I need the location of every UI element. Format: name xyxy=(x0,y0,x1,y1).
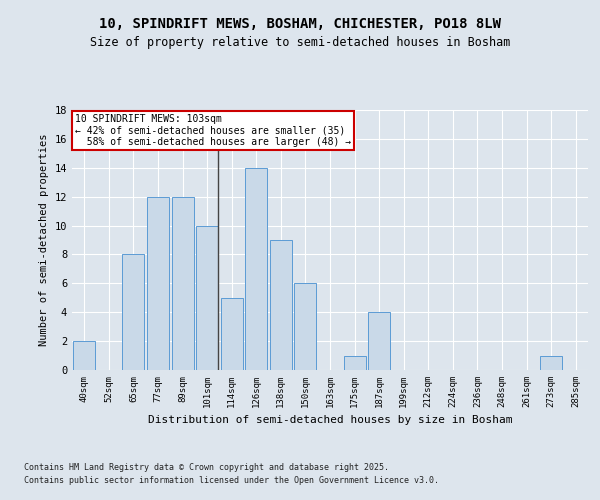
Bar xyxy=(196,226,218,370)
Bar xyxy=(172,196,194,370)
Bar xyxy=(122,254,145,370)
Y-axis label: Number of semi-detached properties: Number of semi-detached properties xyxy=(39,134,49,346)
Bar xyxy=(221,298,243,370)
X-axis label: Distribution of semi-detached houses by size in Bosham: Distribution of semi-detached houses by … xyxy=(148,416,512,426)
Text: Contains HM Land Registry data © Crown copyright and database right 2025.: Contains HM Land Registry data © Crown c… xyxy=(24,464,389,472)
Bar xyxy=(344,356,365,370)
Text: 10 SPINDRIFT MEWS: 103sqm
← 42% of semi-detached houses are smaller (35)
  58% o: 10 SPINDRIFT MEWS: 103sqm ← 42% of semi-… xyxy=(74,114,351,147)
Bar xyxy=(73,341,95,370)
Bar xyxy=(147,196,169,370)
Text: Size of property relative to semi-detached houses in Bosham: Size of property relative to semi-detach… xyxy=(90,36,510,49)
Bar xyxy=(295,284,316,370)
Bar xyxy=(368,312,390,370)
Bar xyxy=(270,240,292,370)
Bar xyxy=(245,168,268,370)
Text: Contains public sector information licensed under the Open Government Licence v3: Contains public sector information licen… xyxy=(24,476,439,485)
Text: 10, SPINDRIFT MEWS, BOSHAM, CHICHESTER, PO18 8LW: 10, SPINDRIFT MEWS, BOSHAM, CHICHESTER, … xyxy=(99,18,501,32)
Bar xyxy=(540,356,562,370)
